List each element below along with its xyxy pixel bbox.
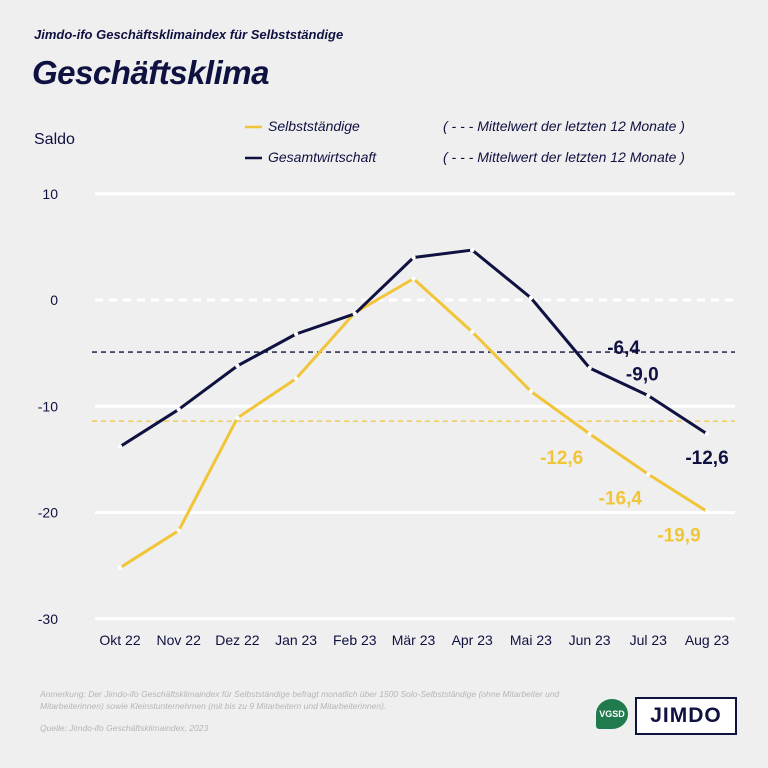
data-point — [117, 565, 123, 570]
legend-gesamtwirtschaft: Gesamtwirtschaft — [268, 149, 377, 165]
x-tick-label: Jan 23 — [275, 632, 317, 648]
supertitle: Jimdo-ifo Geschäftsklimaindex für Selbst… — [34, 27, 344, 42]
data-label: -19,9 — [657, 525, 700, 546]
data-point — [352, 311, 357, 317]
data-label: -12,6 — [540, 448, 583, 469]
data-point — [528, 295, 534, 301]
data-point — [411, 255, 416, 260]
y-tick-label: -30 — [38, 611, 58, 627]
data-label: -9,0 — [626, 365, 659, 386]
y-tick-label: 10 — [42, 186, 58, 202]
x-tick-label: Mai 23 — [510, 632, 552, 648]
data-point — [117, 444, 123, 449]
data-label: -12,6 — [685, 448, 728, 469]
data-point — [176, 528, 181, 533]
x-tick-label: Jun 23 — [569, 632, 611, 648]
data-point — [293, 331, 299, 337]
data-point — [704, 431, 710, 437]
data-point — [587, 431, 592, 437]
x-tick-label: Okt 22 — [99, 632, 140, 648]
x-tick-label: Mär 23 — [392, 632, 436, 648]
data-point — [470, 247, 475, 253]
legend-selbststaendige: Selbstständige — [268, 118, 360, 134]
x-tick-label: Jul 23 — [630, 632, 668, 648]
footnote: Anmerkung: Der Jimdo-ifo Geschäftsklimai… — [40, 688, 585, 712]
data-label: -16,4 — [599, 488, 643, 509]
data-point — [704, 509, 710, 514]
series-line-0 — [119, 277, 708, 570]
x-tick-label: Aug 23 — [685, 632, 730, 648]
legend-mean-selbststaendige: ( - - - Mittelwert der letzten 12 Monate… — [443, 118, 685, 134]
footnote-line1: Anmerkung: Der Jimdo-ifo Geschäftsklimai… — [40, 689, 543, 699]
footnote-line2: und Mitarbeiterinnen) sowie Kleinstunter… — [40, 689, 560, 711]
data-point — [470, 329, 475, 335]
x-tick-label: Feb 23 — [333, 632, 377, 648]
data-point — [528, 389, 534, 394]
x-tick-label: Apr 23 — [452, 632, 493, 648]
data-point — [176, 407, 181, 412]
x-tick-label: Dez 22 — [215, 632, 260, 648]
vgsd-logo: VGSD — [596, 699, 628, 729]
data-point — [646, 393, 651, 398]
chart-title: Geschäftsklima — [32, 54, 269, 91]
data-point — [235, 415, 240, 421]
y-tick-label: 0 — [50, 292, 58, 308]
data-point — [411, 276, 416, 281]
data-point — [235, 363, 240, 369]
jimdo-logo: JIMDO — [635, 697, 737, 735]
data-point — [587, 365, 592, 371]
y-axis-label: Saldo — [34, 131, 75, 148]
data-point — [646, 472, 651, 477]
x-tick-label: Nov 22 — [157, 632, 202, 648]
data-point — [293, 376, 299, 381]
data-label: -6,4 — [607, 338, 640, 359]
source-note: Quelle: Jimdo-ifo Geschäftsklimaindex, 2… — [40, 723, 209, 733]
footnotes: Anmerkung: Der Jimdo-ifo Geschäftsklimai… — [40, 688, 585, 734]
legend-mean-gesamtwirtschaft: ( - - - Mittelwert der letzten 12 Monate… — [443, 149, 685, 165]
y-tick-label: -10 — [38, 398, 58, 414]
y-tick-label: -20 — [38, 505, 58, 521]
